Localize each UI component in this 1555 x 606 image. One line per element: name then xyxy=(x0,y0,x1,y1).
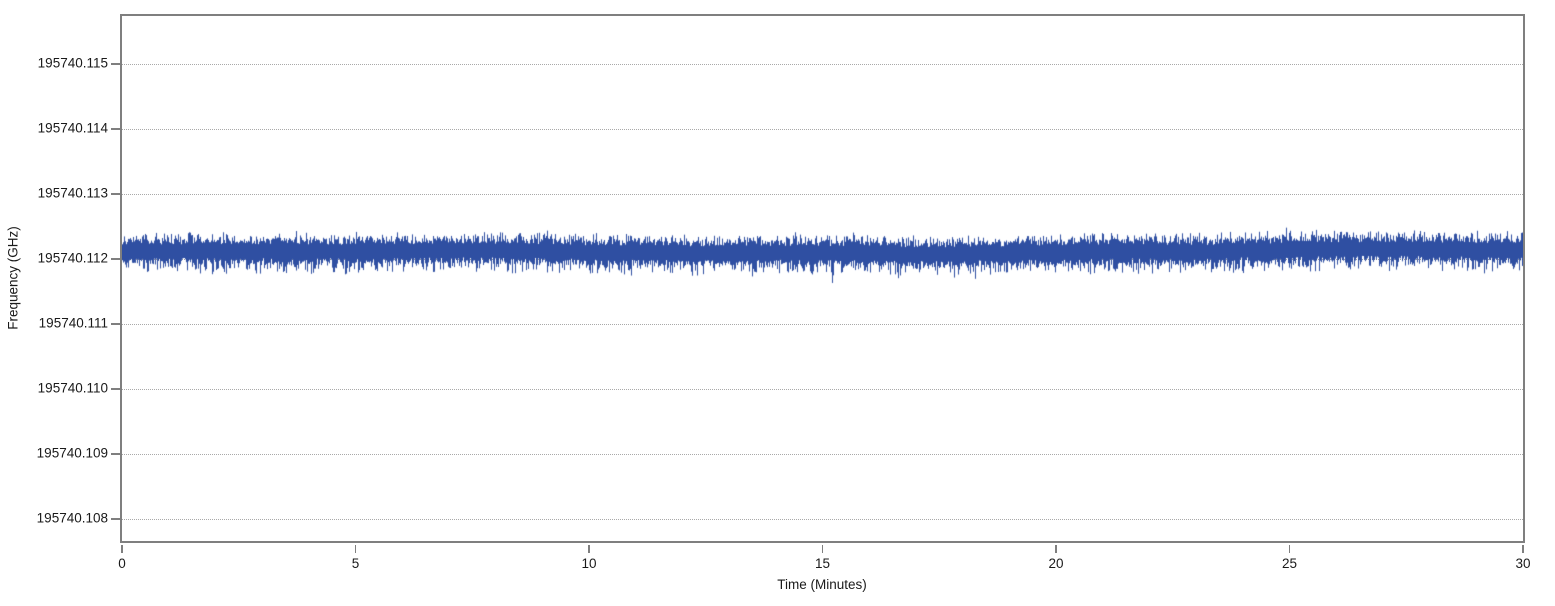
x-tick-mark xyxy=(1522,545,1524,553)
x-tick-label: 20 xyxy=(1048,556,1064,571)
x-tick-label: 25 xyxy=(1281,556,1298,571)
y-tick-label: 195740.112 xyxy=(37,250,108,266)
y-tick-label: 195740.110 xyxy=(37,380,108,396)
y-tick-mark xyxy=(111,323,120,325)
y-tick-mark xyxy=(111,193,120,195)
plot-area xyxy=(120,14,1525,543)
x-tick-mark xyxy=(1055,545,1057,553)
x-tick-label: 15 xyxy=(814,556,831,571)
y-axis-title: Frequency (GHz) xyxy=(5,226,21,330)
y-tick-label: 195740.111 xyxy=(38,315,108,331)
y-tick-label: 195740.115 xyxy=(37,55,108,71)
x-tick-mark xyxy=(1288,545,1291,553)
x-tick-mark xyxy=(821,545,824,553)
x-tick-mark xyxy=(354,545,357,553)
x-tick-label: 5 xyxy=(351,556,360,571)
y-tick-mark xyxy=(111,63,120,65)
y-tick-mark xyxy=(111,128,120,130)
y-tick-mark xyxy=(111,453,120,455)
x-tick-label: 10 xyxy=(581,556,597,571)
y-tick-label: 195740.108 xyxy=(36,510,108,526)
x-axis-title: Time (Minutes) xyxy=(777,577,867,592)
x-tick-mark xyxy=(121,545,123,553)
y-tick-label: 195740.114 xyxy=(37,120,108,136)
y-tick-label: 195740.113 xyxy=(37,185,108,201)
x-tick-label: 30 xyxy=(1515,556,1531,571)
frequency-noise-series xyxy=(122,16,1523,541)
x-tick-label: 0 xyxy=(118,556,126,571)
x-tick-mark xyxy=(588,545,590,553)
y-tick-mark xyxy=(111,518,120,520)
y-tick-mark xyxy=(111,258,120,260)
y-tick-label: 195740.109 xyxy=(36,445,108,461)
y-tick-mark xyxy=(111,388,120,390)
